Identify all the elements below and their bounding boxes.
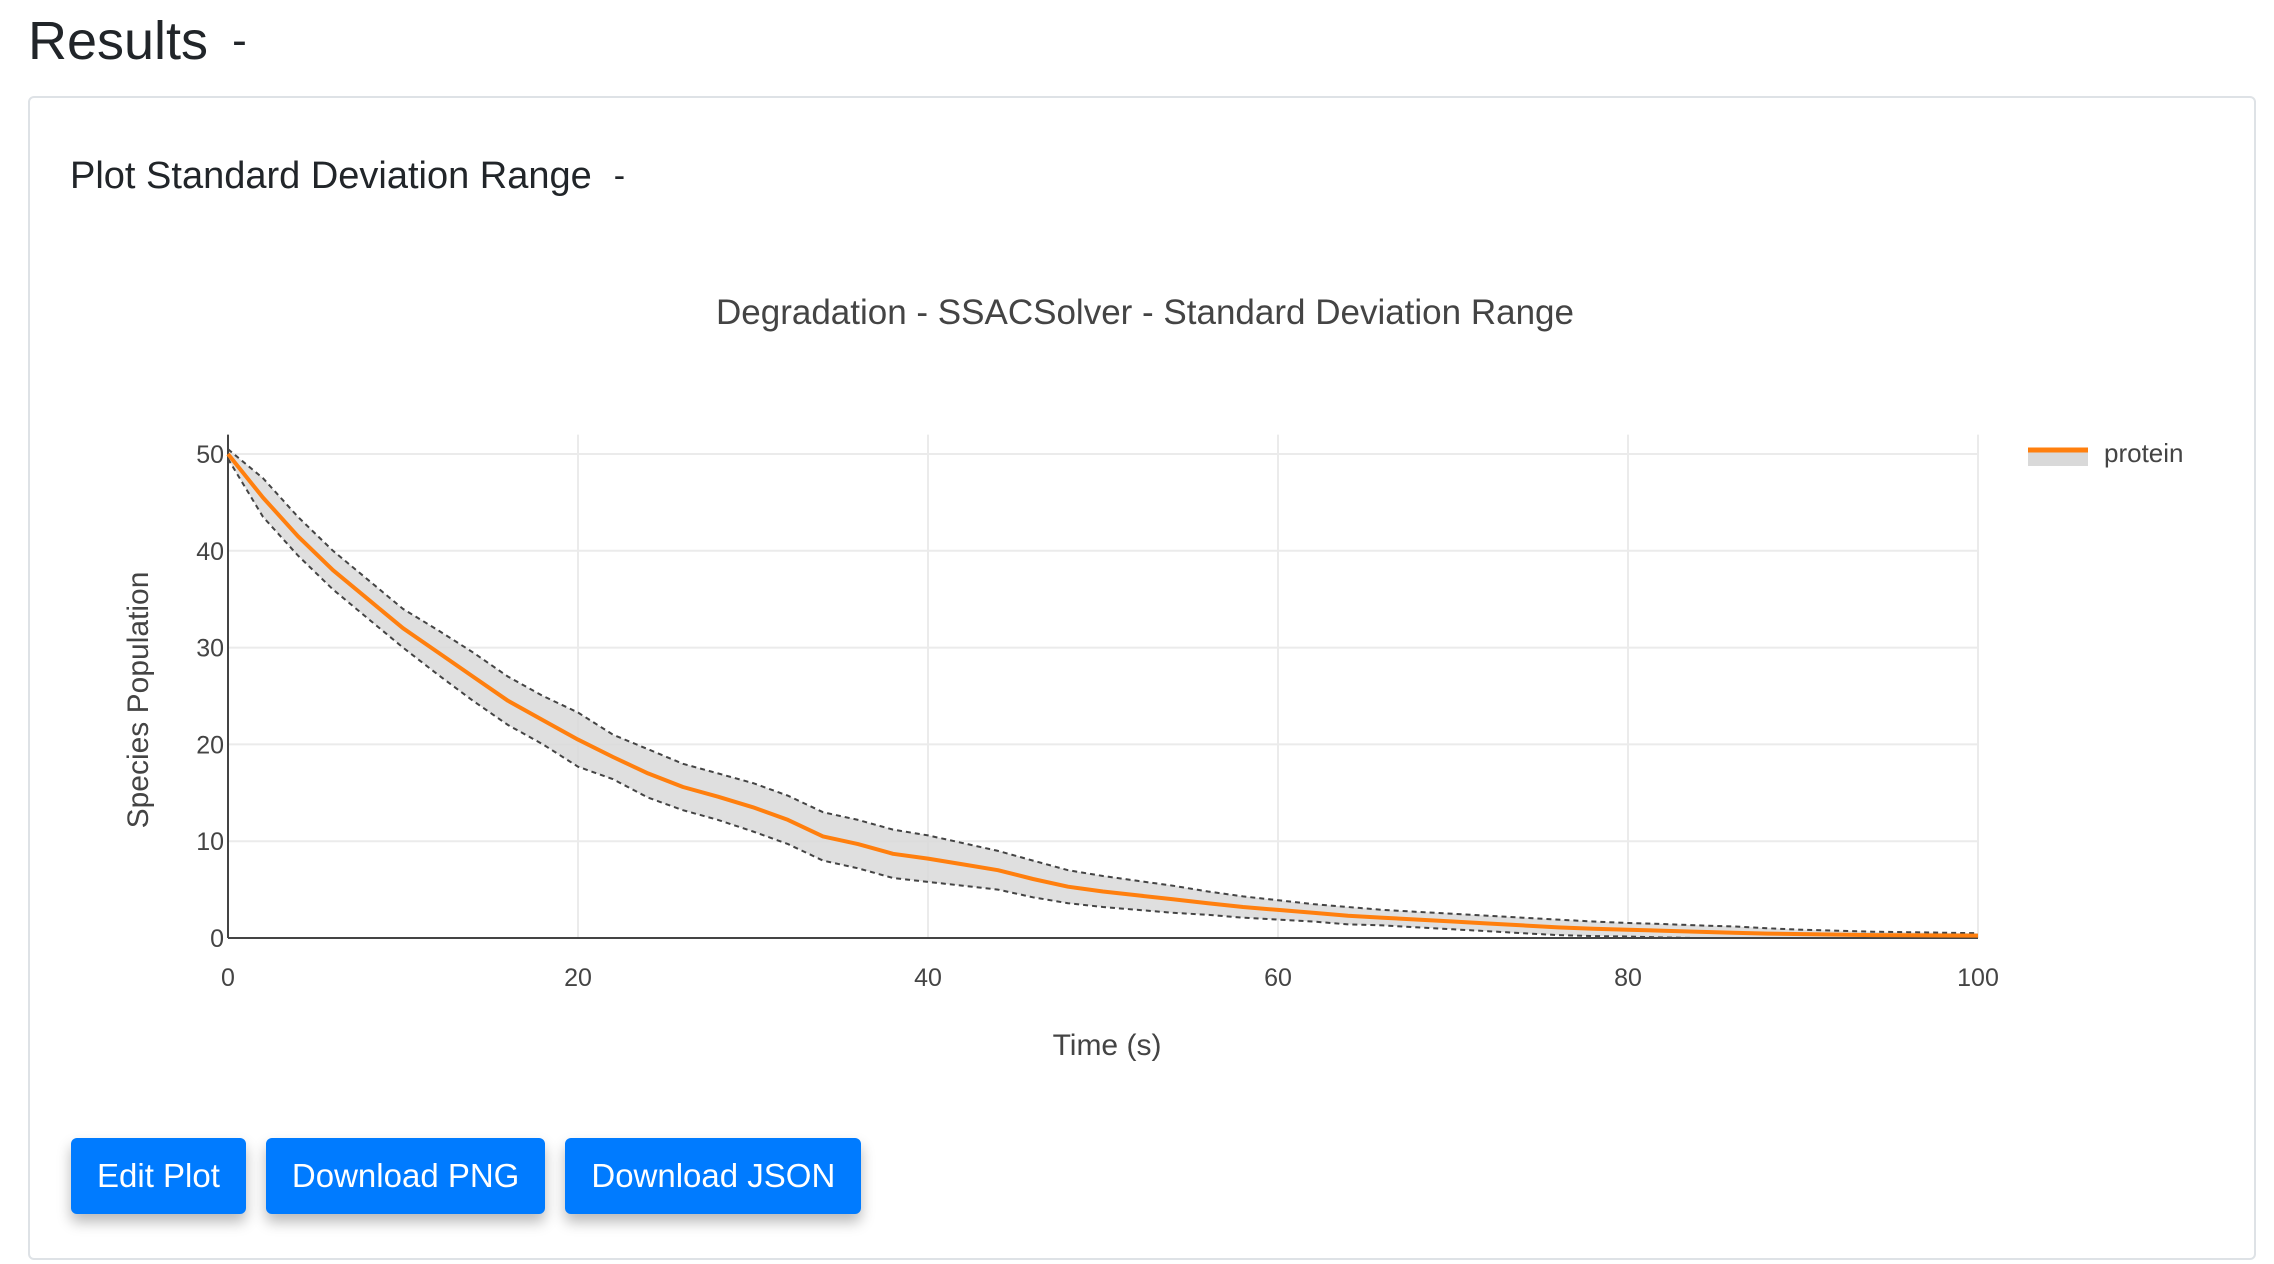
- y-tick-label: 20: [196, 731, 224, 759]
- tick-labels: 0 20 40 60 80 100 0 10 20 30 40 50: [196, 441, 1999, 992]
- y-axis-label: Species Population: [122, 572, 155, 829]
- page-title: Results -: [28, 8, 247, 74]
- series-lines: [226, 448, 1979, 939]
- page-title-text: Results: [28, 11, 209, 71]
- x-tick-label: 80: [1614, 964, 1642, 992]
- y-tick-label: 30: [196, 635, 224, 663]
- card-title: Plot Standard Deviation Range -: [70, 152, 625, 200]
- x-tick-label: 0: [221, 964, 235, 992]
- x-tick-label: 100: [1957, 964, 1999, 992]
- x-axis-label: Time (s): [1053, 1029, 1162, 1062]
- x-tick-label: 20: [564, 964, 592, 992]
- x-tick-label: 60: [1264, 964, 1292, 992]
- std-dev-range-plot[interactable]: Degradation - SSACSolver - Standard Devi…: [30, 98, 2258, 1118]
- results-collapse-toggle[interactable]: -: [232, 16, 247, 65]
- plot-collapse-toggle[interactable]: -: [613, 157, 626, 195]
- chart-title: Degradation - SSACSolver - Standard Devi…: [716, 293, 1574, 332]
- lower-bound-line: [227, 458, 1978, 939]
- y-tick-label: 10: [196, 828, 224, 856]
- upper-bound-line: [227, 448, 1979, 935]
- download-png-button[interactable]: Download PNG: [265, 1138, 546, 1214]
- legend-band-swatch: [2028, 450, 2088, 466]
- x-tick-label: 40: [914, 964, 942, 992]
- mean-line: [226, 452, 1979, 938]
- std-dev-band: [228, 449, 1978, 938]
- edit-plot-button[interactable]: Edit Plot: [71, 1138, 246, 1214]
- download-json-button[interactable]: Download JSON: [565, 1138, 862, 1214]
- legend-item-label: protein: [2104, 438, 2184, 468]
- legend[interactable]: protein: [2028, 438, 2184, 468]
- y-tick-label: 40: [196, 538, 224, 566]
- std-dev-band-fill: [228, 449, 1978, 938]
- plot-card: Plot Standard Deviation Range - Degradat…: [28, 96, 2256, 1260]
- action-buttons: Edit Plot Download PNG Download JSON: [71, 1138, 862, 1214]
- y-tick-label: 50: [196, 441, 224, 469]
- y-tick-label: 0: [210, 925, 224, 953]
- card-title-text: Plot Standard Deviation Range: [70, 155, 592, 197]
